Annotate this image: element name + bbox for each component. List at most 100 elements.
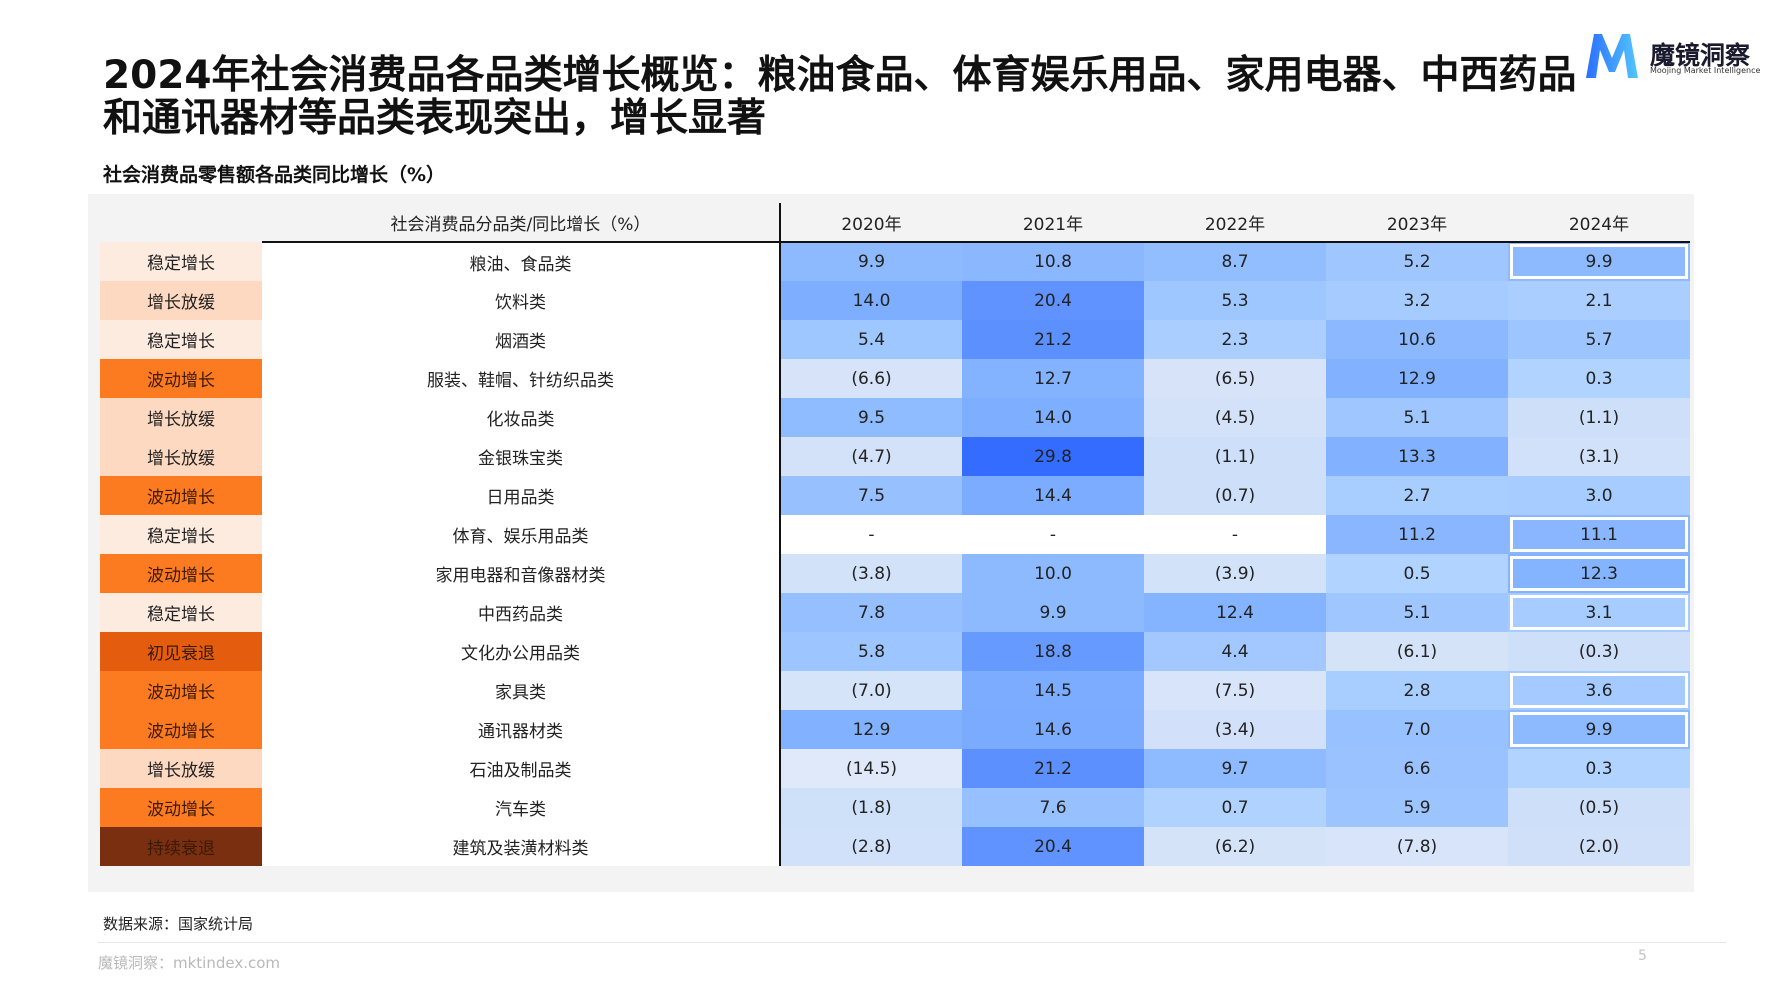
status-badge: 稳定增长 bbox=[100, 320, 262, 359]
heat-cell: 3.6 bbox=[1508, 671, 1690, 710]
footer-divider bbox=[98, 942, 1726, 943]
heat-cell: 6.6 bbox=[1326, 749, 1508, 788]
heat-cell: (7.8) bbox=[1326, 827, 1508, 866]
heat-cell: 29.8 bbox=[962, 437, 1144, 476]
heat-cell: 12.9 bbox=[1326, 359, 1508, 398]
category-label: 金银珠宝类 bbox=[262, 437, 781, 476]
heat-cell: (0.7) bbox=[1144, 476, 1326, 515]
table-row: 增长放缓 饮料类 14.0 20.4 5.3 3.2 2.1 bbox=[100, 281, 1690, 320]
status-header bbox=[100, 203, 262, 242]
table-row: 稳定增长 体育、娱乐用品类 - - -11.2 11.1 bbox=[100, 515, 1690, 554]
category-label: 粮油、食品类 bbox=[262, 242, 781, 281]
status-badge: 波动增长 bbox=[100, 788, 262, 827]
heat-cell: (1.1) bbox=[1508, 398, 1690, 437]
heat-cell: 7.0 bbox=[1326, 710, 1508, 749]
heat-cell: 12.4 bbox=[1144, 593, 1326, 632]
category-label: 烟酒类 bbox=[262, 320, 781, 359]
heat-cell: 20.4 bbox=[962, 281, 1144, 320]
category-header: 社会消费品分品类/同比增长（%） bbox=[262, 203, 781, 243]
heat-cell: 5.9 bbox=[1326, 788, 1508, 827]
heat-cell: (14.5) bbox=[780, 749, 962, 788]
status-badge: 波动增长 bbox=[100, 671, 262, 710]
heat-cell: 7.8 bbox=[780, 593, 962, 632]
data-source: 数据来源：国家统计局 bbox=[103, 915, 254, 933]
heat-cell: (1.8) bbox=[780, 788, 962, 827]
category-label: 通讯器材类 bbox=[262, 710, 781, 749]
heat-cell: 7.5 bbox=[780, 476, 962, 515]
heat-cell: 0.3 bbox=[1508, 359, 1690, 398]
heat-cell: 5.7 bbox=[1508, 320, 1690, 359]
heat-cell: 0.5 bbox=[1326, 554, 1508, 593]
status-badge: 初见衰退 bbox=[100, 632, 262, 671]
table-row: 持续衰退 建筑及装潢材料类 (2.8) 20.4 (6.2) (7.8) (2.0) bbox=[100, 827, 1690, 866]
heat-cell: 5.3 bbox=[1144, 281, 1326, 320]
heat-cell: (4.7) bbox=[780, 437, 962, 476]
table-row: 波动增长 家具类 (7.0) 14.5 (7.5) 2.8 3.6 bbox=[100, 671, 1690, 710]
heat-cell: (6.6) bbox=[780, 359, 962, 398]
heat-cell: 5.8 bbox=[780, 632, 962, 671]
heat-cell: 2.7 bbox=[1326, 476, 1508, 515]
table-row: 增长放缓 石油及制品类 (14.5) 21.2 9.7 6.6 0.3 bbox=[100, 749, 1690, 788]
heat-cell: 3.0 bbox=[1508, 476, 1690, 515]
status-badge: 增长放缓 bbox=[100, 437, 262, 476]
heat-cell: 11.2 bbox=[1326, 515, 1508, 554]
table-row: 稳定增长 烟酒类 5.4 21.2 2.3 10.6 5.7 bbox=[100, 320, 1690, 359]
heat-cell: 9.9 bbox=[1508, 242, 1690, 281]
footer-site: 魔镜洞察：mktindex.com bbox=[98, 954, 281, 972]
heat-cell: - bbox=[962, 515, 1144, 554]
status-badge: 增长放缓 bbox=[100, 281, 262, 320]
heat-cell: (2.0) bbox=[1508, 827, 1690, 866]
heat-cell: 5.1 bbox=[1326, 398, 1508, 437]
heat-cell: 12.7 bbox=[962, 359, 1144, 398]
brand-name: 魔镜洞察 bbox=[1650, 41, 1751, 70]
heat-cell: (3.8) bbox=[780, 554, 962, 593]
year-header: 2020年 bbox=[780, 203, 962, 243]
heat-cell: 5.2 bbox=[1326, 242, 1508, 281]
heat-cell: 10.6 bbox=[1326, 320, 1508, 359]
heat-cell: 11.1 bbox=[1508, 515, 1690, 554]
growth-heatmap-table: 社会消费品分品类/同比增长（%） 2020年 2021年 2022年 2023年… bbox=[100, 203, 1690, 866]
table-header-row: 社会消费品分品类/同比增长（%） 2020年 2021年 2022年 2023年… bbox=[100, 203, 1690, 243]
heat-cell: 9.9 bbox=[962, 593, 1144, 632]
category-label: 日用品类 bbox=[262, 476, 781, 515]
category-label: 服装、鞋帽、针纺织品类 bbox=[262, 359, 781, 398]
status-badge: 波动增长 bbox=[100, 710, 262, 749]
table-row: 波动增长 家用电器和音像器材类 (3.8) 10.0 (3.9) 0.5 12.3 bbox=[100, 554, 1690, 593]
heat-cell: 20.4 bbox=[962, 827, 1144, 866]
year-header: 2024年 bbox=[1508, 203, 1690, 243]
category-label: 化妆品类 bbox=[262, 398, 781, 437]
heat-cell: 9.9 bbox=[1508, 710, 1690, 749]
heat-cell: 3.1 bbox=[1508, 593, 1690, 632]
status-badge: 波动增长 bbox=[100, 476, 262, 515]
heat-cell: 21.2 bbox=[962, 320, 1144, 359]
heat-cell: 5.4 bbox=[780, 320, 962, 359]
heat-cell: 14.6 bbox=[962, 710, 1144, 749]
table-body: 稳定增长 粮油、食品类 9.9 10.8 8.7 5.2 9.9 增长放缓 饮料类 14.0 20.… bbox=[100, 242, 1690, 866]
heat-cell: (0.5) bbox=[1508, 788, 1690, 827]
heat-cell: 9.7 bbox=[1144, 749, 1326, 788]
category-label: 饮料类 bbox=[262, 281, 781, 320]
heat-cell: 2.8 bbox=[1326, 671, 1508, 710]
table-row: 波动增长 服装、鞋帽、针纺织品类 (6.6) 12.7 (6.5) 12.9 0.3 bbox=[100, 359, 1690, 398]
heat-cell: (6.5) bbox=[1144, 359, 1326, 398]
heat-cell: 0.7 bbox=[1144, 788, 1326, 827]
page-title: 2024年社会消费品各品类增长概览：粮油食品、体育娱乐用品、家用电器、中西药品和… bbox=[103, 53, 1577, 141]
heat-cell: 8.7 bbox=[1144, 242, 1326, 281]
heat-cell: - bbox=[780, 515, 962, 554]
category-label: 体育、娱乐用品类 bbox=[262, 515, 781, 554]
heat-cell: 13.3 bbox=[1326, 437, 1508, 476]
heat-cell: (2.8) bbox=[780, 827, 962, 866]
year-header: 2022年 bbox=[1144, 203, 1326, 243]
chart-subtitle: 社会消费品零售额各品类同比增长（%） bbox=[103, 164, 446, 186]
table-row: 初见衰退 文化办公用品类 5.8 18.8 4.4 (6.1) (0.3) bbox=[100, 632, 1690, 671]
heat-cell: 14.4 bbox=[962, 476, 1144, 515]
heat-cell: (3.1) bbox=[1508, 437, 1690, 476]
heat-cell: 10.0 bbox=[962, 554, 1144, 593]
status-badge: 增长放缓 bbox=[100, 749, 262, 788]
year-header: 2021年 bbox=[962, 203, 1144, 243]
table-row: 稳定增长 粮油、食品类 9.9 10.8 8.7 5.2 9.9 bbox=[100, 242, 1690, 281]
page-number: 5 bbox=[1638, 948, 1647, 964]
status-badge: 稳定增长 bbox=[100, 515, 262, 554]
heat-cell: 12.3 bbox=[1508, 554, 1690, 593]
heat-cell: (3.9) bbox=[1144, 554, 1326, 593]
